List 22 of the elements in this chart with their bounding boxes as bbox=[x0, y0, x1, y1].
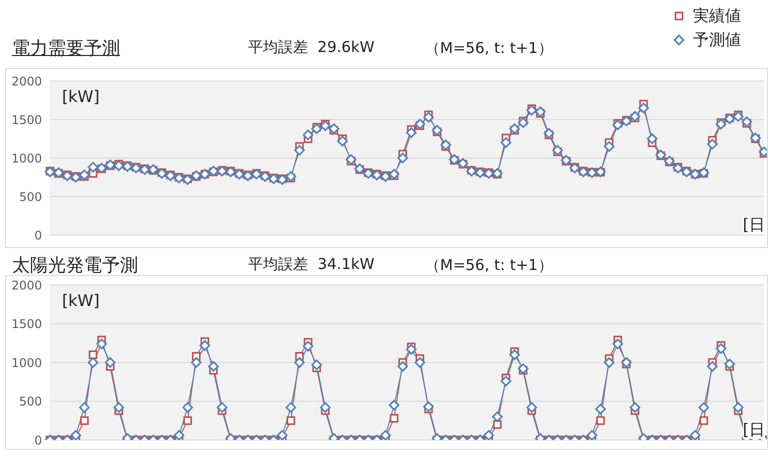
chart-title: 太陽光発電予測 bbox=[12, 254, 138, 277]
legend-label: 予測値 bbox=[693, 29, 741, 51]
chart-subtitle: 平均誤差 29.6kW bbox=[248, 38, 374, 57]
y-tick-label: 2000 bbox=[11, 278, 42, 292]
text: （M=56, t: t+1） bbox=[425, 39, 553, 58]
legend-label: 実績値 bbox=[693, 5, 741, 27]
y-tick-label: 1000 bbox=[11, 151, 42, 166]
y-tick-label: 1500 bbox=[11, 317, 42, 332]
chart-title: 電力需要予測 bbox=[12, 37, 120, 60]
y-tick-label: 1000 bbox=[11, 356, 42, 370]
y-tick-label: 500 bbox=[19, 190, 42, 204]
x-axis-title: [日 bbox=[742, 420, 765, 439]
text: （M=56, t: t+1） bbox=[425, 256, 553, 275]
y-tick-label: 1500 bbox=[11, 112, 42, 127]
y-axis-title: [kW] bbox=[62, 87, 100, 106]
x-axis-title: [日 bbox=[742, 215, 765, 234]
y-tick-label: 2000 bbox=[11, 74, 42, 88]
chart-subtitle: 平均誤差 34.1kW bbox=[248, 255, 374, 274]
y-tick-label: 0 bbox=[34, 228, 42, 242]
y-tick-label: 0 bbox=[34, 433, 42, 448]
y-tick-label: 500 bbox=[19, 394, 42, 409]
y-axis-title: [kW] bbox=[62, 291, 100, 310]
